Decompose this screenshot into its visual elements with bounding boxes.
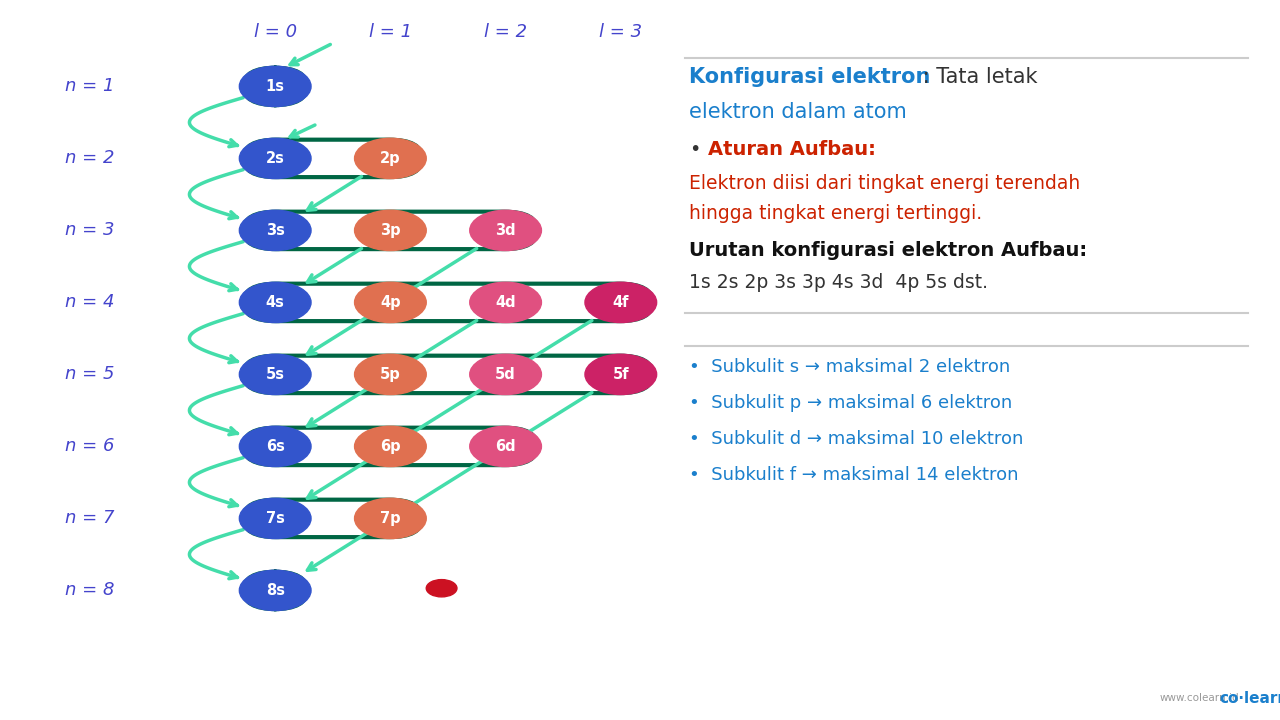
Text: elektron dalam atom: elektron dalam atom [689,102,906,122]
Circle shape [239,66,311,107]
Text: Aturan Aufbau:: Aturan Aufbau: [708,140,876,158]
Circle shape [239,138,311,179]
Text: 4p: 4p [380,295,401,310]
Text: 6s: 6s [266,439,284,454]
Circle shape [470,426,541,467]
Text: 3s: 3s [266,223,284,238]
Text: 7s: 7s [266,511,284,526]
Text: 4d: 4d [495,295,516,310]
Text: co·learn: co·learn [1220,691,1280,706]
Text: Elektron diisi dari tingkat energi terendah: Elektron diisi dari tingkat energi teren… [689,174,1080,193]
Text: 2p: 2p [380,151,401,166]
Circle shape [470,210,541,251]
Text: 1s 2s 2p 3s 3p 4s 3d  4p 5s dst.: 1s 2s 2p 3s 3p 4s 3d 4p 5s dst. [689,274,988,292]
Text: •  Subkulit f → maksimal 14 elektron: • Subkulit f → maksimal 14 elektron [689,467,1018,484]
Circle shape [426,580,457,597]
Text: n = 6: n = 6 [65,437,114,455]
Text: •  Subkulit s → maksimal 2 elektron: • Subkulit s → maksimal 2 elektron [689,358,1010,376]
Text: 5p: 5p [380,367,401,382]
Circle shape [470,354,541,395]
Circle shape [239,210,311,251]
Circle shape [239,570,311,611]
Circle shape [355,138,426,179]
Text: hingga tingkat energi tertinggi.: hingga tingkat energi tertinggi. [689,204,982,223]
Text: n = 7: n = 7 [65,510,114,527]
Text: 3d: 3d [495,223,516,238]
Text: n = 5: n = 5 [65,366,114,383]
Text: •  Subkulit p → maksimal 6 elektron: • Subkulit p → maksimal 6 elektron [689,395,1012,412]
Text: n = 1: n = 1 [65,77,114,95]
Text: 4f: 4f [613,295,628,310]
Text: 7p: 7p [380,511,401,526]
Circle shape [239,426,311,467]
Text: 1s: 1s [266,79,284,94]
Circle shape [355,282,426,323]
Text: 6p: 6p [380,439,401,454]
Text: 5d: 5d [495,367,516,382]
Text: www.colearn.id: www.colearn.id [1160,693,1239,703]
Text: l = 0: l = 0 [253,23,297,41]
Text: 5s: 5s [266,367,284,382]
Text: n = 8: n = 8 [65,582,114,599]
Text: 5f: 5f [613,367,628,382]
Text: •: • [689,140,700,158]
Text: n = 3: n = 3 [65,222,114,239]
Text: Urutan konfigurasi elektron Aufbau:: Urutan konfigurasi elektron Aufbau: [689,241,1087,260]
Text: 3p: 3p [380,223,401,238]
Circle shape [239,282,311,323]
Text: 8s: 8s [266,583,284,598]
Text: •  Subkulit d → maksimal 10 elektron: • Subkulit d → maksimal 10 elektron [689,430,1023,448]
Text: n = 4: n = 4 [65,294,114,311]
Text: l = 3: l = 3 [599,23,643,41]
Circle shape [585,282,657,323]
Text: Konfigurasi elektron: Konfigurasi elektron [689,67,931,87]
Text: : Tata letak: : Tata letak [916,67,1038,87]
Text: n = 2: n = 2 [65,149,114,167]
Text: l = 1: l = 1 [369,23,412,41]
Circle shape [239,354,311,395]
Circle shape [470,282,541,323]
Circle shape [355,498,426,539]
Circle shape [355,354,426,395]
Text: 2s: 2s [266,151,284,166]
Text: l = 2: l = 2 [484,23,527,41]
Circle shape [355,426,426,467]
Circle shape [239,498,311,539]
Text: 4s: 4s [266,295,284,310]
Text: 6d: 6d [495,439,516,454]
Circle shape [355,210,426,251]
Circle shape [585,354,657,395]
